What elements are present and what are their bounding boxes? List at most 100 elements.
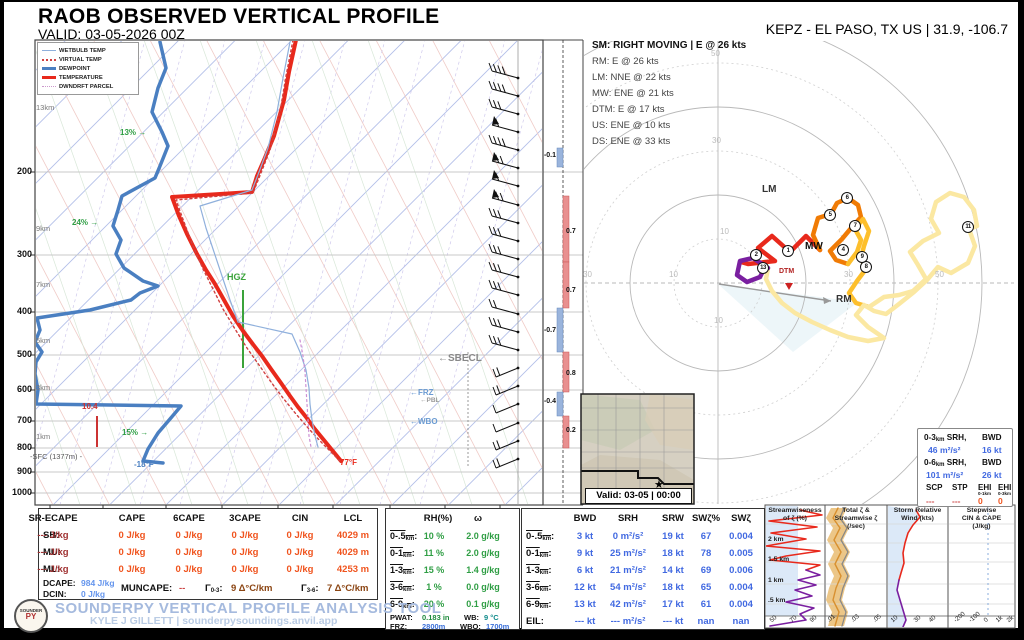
srh-0-6-label: 0-6km SRH, xyxy=(924,458,967,468)
hodo-height-marker: 6 xyxy=(841,192,853,204)
legend-label: VIRTUAL TEMP xyxy=(59,56,102,63)
table-cell: SWζ% xyxy=(691,513,721,524)
line-shape xyxy=(488,207,493,217)
logo-text-bottom: PY xyxy=(25,612,37,621)
hodo-ring-label: 50 xyxy=(711,49,720,58)
line-shape xyxy=(497,282,502,291)
path-shape xyxy=(311,41,473,504)
footer-credit-link[interactable]: KYLE J GILLETT | sounderpysoundings.anvi… xyxy=(90,615,338,627)
storm-relative-sector xyxy=(718,284,858,352)
surface-temp-label: 77°F xyxy=(340,458,357,467)
pressure-axis-label: 700 xyxy=(16,415,32,425)
omega-bar-negative xyxy=(556,147,564,168)
surface-dewpoint-label: -18°F xyxy=(134,460,154,469)
line-shape xyxy=(335,297,542,504)
table-cell: WBO: xyxy=(460,622,481,631)
line-shape xyxy=(492,300,497,309)
footer-tool-name: SOUNDERPY VERTICAL PROFILE ANALYSIS TOOL xyxy=(55,600,442,617)
panel-height-label: .5 km xyxy=(768,597,786,604)
logo-text-top: SOUNDER xyxy=(19,608,43,613)
table-cell: DCAPE: xyxy=(43,578,76,588)
omega-bar-positive xyxy=(562,415,570,449)
table-cell: SRW xyxy=(662,513,684,524)
line-shape xyxy=(36,41,179,184)
downdraft-line-sample-icon xyxy=(42,86,56,87)
line-shape xyxy=(99,41,226,504)
table-cell: 0.006 xyxy=(729,565,753,576)
table-cell: --- J/kg xyxy=(37,530,69,541)
panel-title-4: Stepwise CIN & CAPE (J/kg) xyxy=(961,507,1002,531)
table-cell: 0.1 g/kg xyxy=(466,599,500,609)
panel-title-2: Total ζ & Streamwise ζ (/sec) xyxy=(834,507,878,531)
line-shape xyxy=(488,334,493,344)
table-cell: 10 % xyxy=(423,531,445,541)
panel-series-srw_red xyxy=(898,509,921,581)
line-shape xyxy=(492,64,497,73)
hodo-height-marker: 2 xyxy=(750,249,762,261)
line-shape xyxy=(179,41,306,504)
legend-item-dewpoint: DEWPOINT xyxy=(42,64,134,73)
line-shape xyxy=(495,191,500,200)
line-shape xyxy=(419,49,542,504)
hodo-ring-label: 30 xyxy=(712,136,721,145)
path-shape xyxy=(36,371,81,504)
rh-annotation-15: 15% → xyxy=(122,428,149,437)
omega-bar-positive xyxy=(562,261,570,309)
table-cell: 3CAPE xyxy=(229,513,261,524)
composite-header: EHI xyxy=(978,483,992,492)
map-station-star: ★ xyxy=(654,479,664,491)
table-cell: 0.004 xyxy=(729,582,753,593)
hodo-layer-0-2km xyxy=(738,233,823,267)
station-info: KEPZ - EL PASO, TX US | 31.9, -106.7 xyxy=(765,21,1008,37)
table-cell: FRZ: xyxy=(390,622,408,631)
frz-label: ←FRZ xyxy=(410,388,434,397)
hodo-ring-label: 30 xyxy=(583,270,592,279)
hodo-layer-2-6km xyxy=(810,195,864,267)
dewpoint-line-sample-icon xyxy=(42,66,56,71)
line-shape xyxy=(376,41,542,360)
line-shape xyxy=(501,66,506,75)
line-shape xyxy=(491,178,519,187)
left-mover-label: LM xyxy=(762,184,777,195)
omega-value-label: -0.1 xyxy=(543,152,556,159)
table-cell: 6CAPE xyxy=(173,513,205,524)
surface-elevation-label: -SFC (1377m) - xyxy=(30,452,83,461)
table-cell: SWζ xyxy=(731,513,751,524)
panel-series-srw_purple xyxy=(896,579,907,627)
table-cell: 0 J/kg xyxy=(118,564,146,575)
table-row-label: 1-3km: xyxy=(390,565,415,576)
storm-motion-line-4: DTM: E @ 17 kts xyxy=(592,104,665,115)
line-shape xyxy=(109,71,542,504)
line-shape xyxy=(150,41,392,504)
line-shape xyxy=(432,41,542,252)
hodo-height-marker: 5 xyxy=(824,209,836,221)
line-shape xyxy=(36,41,405,410)
pressure-axis-label: 200 xyxy=(16,166,32,176)
table-cell: --- J/kg xyxy=(37,564,69,575)
table-row-label: 6-9km: xyxy=(390,599,415,610)
pressure-axis-label: 400 xyxy=(16,306,32,316)
table-cell: WB: xyxy=(464,613,479,622)
line-shape xyxy=(492,281,497,290)
panel3-shade xyxy=(888,506,920,627)
table-cell: 0.004 xyxy=(729,531,753,542)
panel2-vorticity-band xyxy=(826,508,850,626)
table-cell: 0 J/kg xyxy=(175,530,203,541)
line-shape xyxy=(492,368,497,378)
hodo-height-marker: 7 xyxy=(849,220,861,232)
omega-value-label: 0.7 xyxy=(566,228,576,235)
map-valid-label: Valid: 03-05 | 00:00 xyxy=(585,488,692,504)
line-shape xyxy=(491,124,519,133)
skewt-legend: WETBULB TEMP VIRTUAL TEMP DEWPOINT TEMPE… xyxy=(37,42,139,95)
line-shape xyxy=(37,41,279,504)
hodo-ring-label: 10 xyxy=(720,227,729,236)
line-shape xyxy=(492,209,497,218)
table-cell: 18 kt xyxy=(662,548,684,559)
table-cell: DCIN: xyxy=(43,589,67,599)
table-cell: 0 J/kg xyxy=(286,547,314,558)
table-cell: 1.4 g/kg xyxy=(466,565,500,575)
hodo-layer-9-13km xyxy=(763,190,980,344)
storm-motion-line-1: RM: E @ 26 kts xyxy=(592,56,659,67)
wind-barbs xyxy=(488,62,520,469)
temperature-line-sample-icon xyxy=(42,75,56,80)
